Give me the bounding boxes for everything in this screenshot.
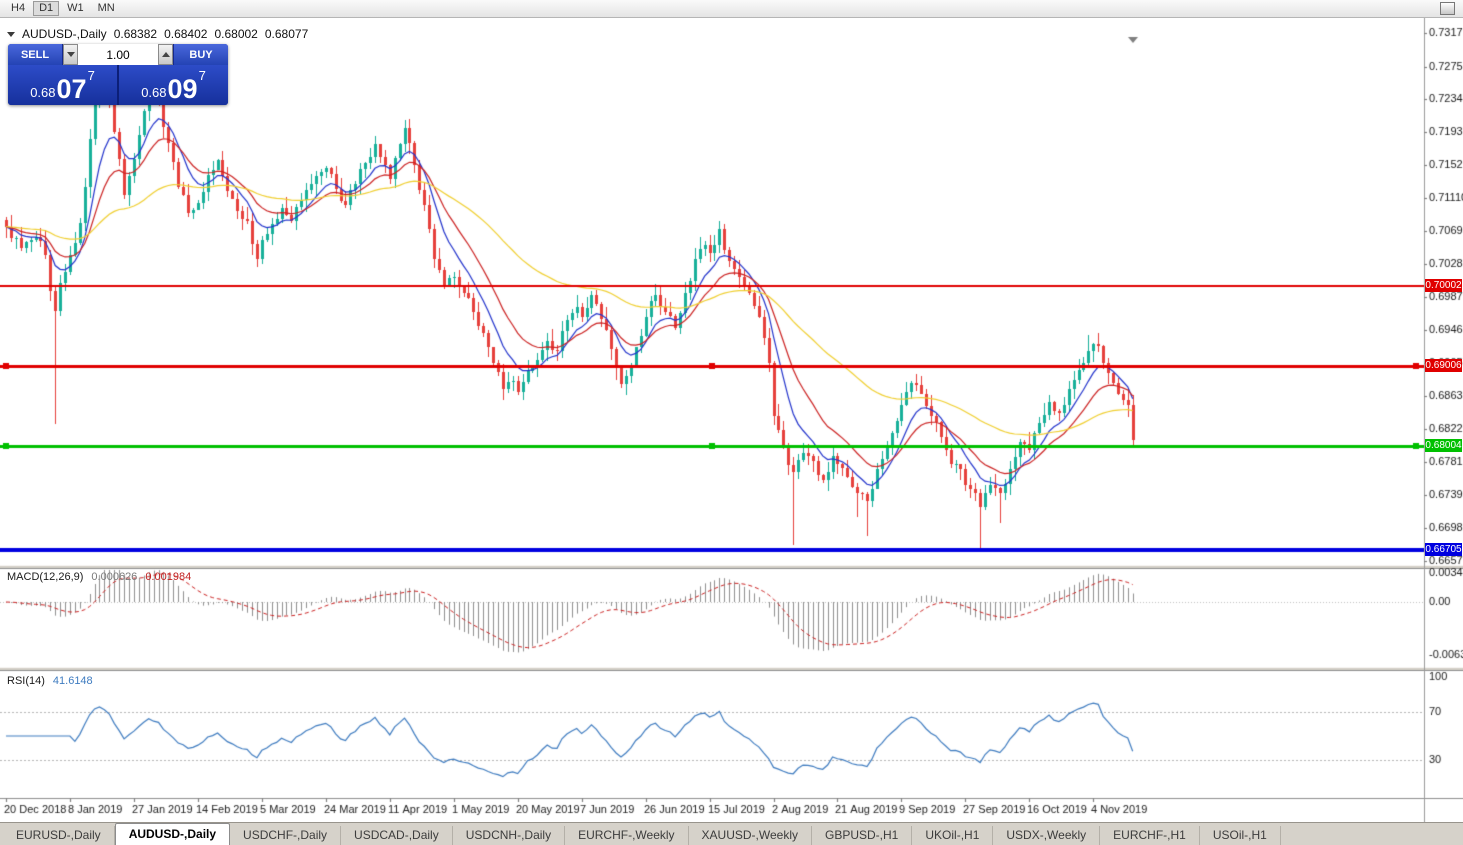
volume-increase-button[interactable] <box>158 44 173 65</box>
tab-usdcnh-daily[interactable]: USDCNH-,Daily <box>453 826 566 845</box>
tab-xauusd-weekly[interactable]: XAUUSD-,Weekly <box>689 826 812 845</box>
tab-ukoil-h1[interactable]: UKOil-,H1 <box>912 826 994 845</box>
tab-gbpusd-h1[interactable]: GBPUSD-,H1 <box>812 826 913 845</box>
timeframe-mn-button[interactable]: MN <box>92 1 121 16</box>
ohlc-low: 0.68002 <box>214 27 258 41</box>
volume-increase-icon <box>161 52 170 57</box>
tab-eurchf-h1[interactable]: EURCHF-,H1 <box>1100 826 1200 845</box>
buy-price-bigfigure: 0.68 <box>141 85 167 100</box>
trade-panel-price-row: 0.68 07 7 0.68 09 7 <box>8 65 228 105</box>
macd-indicator-label: MACD(12,26,9) 0.000626 0.001984 <box>7 571 191 583</box>
tab-eurchf-weekly[interactable]: EURCHF-,Weekly <box>565 826 689 845</box>
rsi-name: RSI(14) <box>7 675 45 687</box>
chart-marker-icon <box>7 31 15 37</box>
chart-canvas[interactable] <box>0 18 1463 822</box>
level-price-label-69006: 0.69006 <box>1425 359 1462 372</box>
level-price-label-70002: 0.70002 <box>1425 279 1462 292</box>
volume-decrease-button[interactable] <box>63 44 78 65</box>
chart-tabbar: EURUSD-,Daily AUDUSD-,Daily USDCHF-,Dail… <box>0 822 1463 845</box>
macd-main-value: 0.000626 <box>91 571 138 583</box>
level-price-label-68004: 0.68004 <box>1425 439 1462 452</box>
timeframe-h4-button[interactable]: H4 <box>5 1 31 16</box>
trade-panel-divider <box>117 65 119 105</box>
volume-decrease-icon <box>66 52 75 57</box>
volume-input[interactable] <box>78 44 158 65</box>
sell-price-button[interactable]: 0.68 07 7 <box>8 65 117 105</box>
tab-audusd-daily[interactable]: AUDUSD-,Daily <box>114 823 231 845</box>
ohlc-open: 0.68382 <box>113 27 158 41</box>
macd-name: MACD(12,26,9) <box>7 571 84 583</box>
chart-window: AUDUSD-,Daily 0.68382 0.68402 0.68002 0.… <box>0 18 1463 822</box>
buy-price-button[interactable]: 0.68 09 7 <box>119 65 228 105</box>
tab-eurusd-daily[interactable]: EURUSD-,Daily <box>3 826 115 845</box>
chart-title: AUDUSD-,Daily 0.68382 0.68402 0.68002 0.… <box>7 27 308 41</box>
ohlc-high: 0.68402 <box>164 27 208 41</box>
buy-button[interactable]: BUY <box>173 44 228 65</box>
trade-panel-top-row: SELL BUY <box>8 44 228 65</box>
level-price-label-66705: 0.66705 <box>1425 543 1462 556</box>
rsi-value: 41.6148 <box>52 675 93 687</box>
sell-price-pips: 07 <box>56 74 87 104</box>
sell-price-bigfigure: 0.68 <box>30 85 56 100</box>
period-toolbar: H4 D1 W1 MN <box>0 0 1463 18</box>
tab-usdx-weekly[interactable]: USDX-,Weekly <box>993 826 1101 845</box>
buy-price-pips: 09 <box>167 74 198 104</box>
rsi-indicator-label: RSI(14) 41.6148 <box>7 675 93 687</box>
macd-signal-value: 0.001984 <box>145 571 192 583</box>
toolbar-overflow-icon[interactable] <box>1440 2 1455 15</box>
timeframe-w1-button[interactable]: W1 <box>61 1 90 16</box>
tab-usdcad-daily[interactable]: USDCAD-,Daily <box>341 826 453 845</box>
chart-symbol-period: AUDUSD-,Daily <box>22 27 107 41</box>
buy-price-point: 7 <box>198 68 206 83</box>
sell-price-point: 7 <box>87 68 95 83</box>
ohlc-close: 0.68077 <box>264 27 309 41</box>
timeframe-d1-button[interactable]: D1 <box>33 1 60 16</box>
tab-usoil-h1[interactable]: USOil-,H1 <box>1200 826 1281 845</box>
tab-usdchf-daily[interactable]: USDCHF-,Daily <box>230 826 342 845</box>
sell-button[interactable]: SELL <box>8 44 63 65</box>
